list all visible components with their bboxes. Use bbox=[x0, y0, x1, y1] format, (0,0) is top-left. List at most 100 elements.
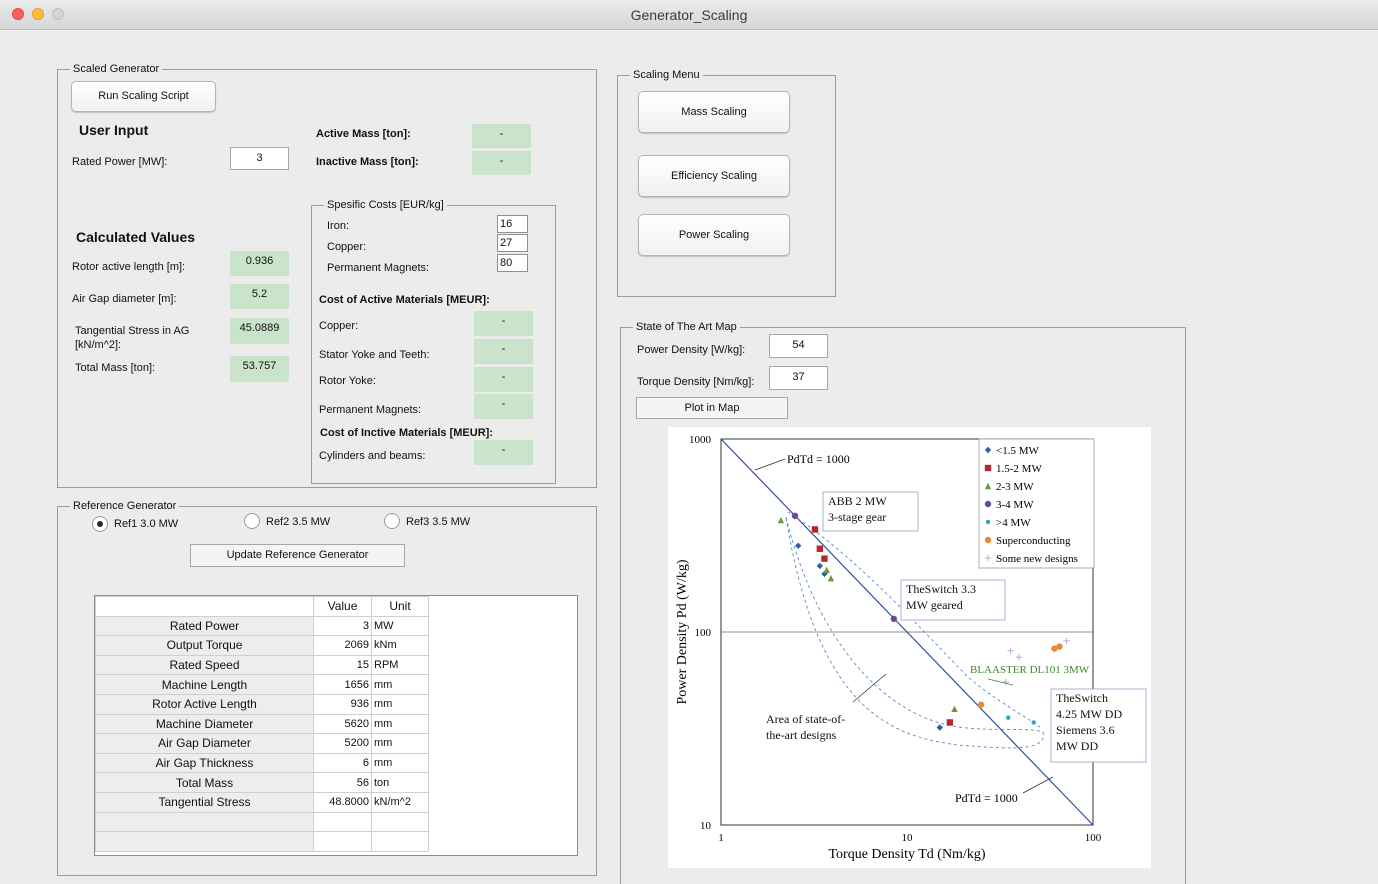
run-scaling-script-button[interactable]: Run Scaling Script bbox=[71, 81, 216, 112]
row-value-cell[interactable]: 48.8000 bbox=[313, 791, 372, 813]
scaling-menu-panel: Scaling Menu bbox=[617, 68, 836, 297]
power-scaling-button[interactable]: Power Scaling bbox=[638, 214, 790, 256]
row-unit-cell[interactable]: kNm bbox=[371, 635, 429, 656]
plot-in-map-button[interactable]: Plot in Map bbox=[636, 397, 788, 419]
row-name-cell: Machine Diameter bbox=[95, 713, 314, 735]
table-row[interactable]: Rated Power 3 MW bbox=[95, 615, 429, 637]
annotation-abb: 3-stage gear bbox=[828, 510, 886, 524]
pm-cost-input[interactable]: 80 bbox=[497, 254, 528, 272]
power-density-input[interactable]: 54 bbox=[769, 334, 828, 358]
window-title: Generator_Scaling bbox=[630, 7, 748, 23]
row-value-cell[interactable] bbox=[313, 831, 372, 852]
update-reference-button[interactable]: Update Reference Generator bbox=[190, 544, 405, 567]
ref2-radio[interactable] bbox=[244, 513, 260, 529]
active-pm-value: - bbox=[474, 394, 533, 419]
table-corner bbox=[95, 596, 314, 617]
torque-density-input[interactable]: 37 bbox=[769, 366, 828, 390]
y-axis-label: Power Density Pd (W/kg) bbox=[675, 559, 690, 704]
ref3-radio[interactable] bbox=[384, 513, 400, 529]
row-value-cell[interactable]: 936 bbox=[313, 693, 372, 715]
annotation-theswitch-siemens-box bbox=[1050, 688, 1147, 763]
efficiency-scaling-button[interactable]: Efficiency Scaling bbox=[638, 155, 790, 197]
active-copper-label: Copper: bbox=[319, 320, 359, 332]
data-point bbox=[823, 566, 830, 574]
rotor-yoke-label: Rotor Yoke: bbox=[319, 375, 376, 387]
row-unit-cell[interactable]: MW bbox=[371, 615, 429, 637]
mass-scaling-button[interactable]: Mass Scaling bbox=[638, 91, 790, 133]
row-unit-cell[interactable]: mm bbox=[371, 713, 429, 735]
data-point bbox=[816, 562, 824, 570]
ref3-radio-label[interactable]: Ref3 3.5 MW bbox=[406, 516, 471, 528]
table-row[interactable]: Total Mass 56 ton bbox=[95, 772, 429, 793]
row-unit-cell[interactable]: ton bbox=[371, 772, 429, 793]
row-name-cell: Machine Length bbox=[95, 674, 314, 695]
row-value-cell[interactable]: 5620 bbox=[313, 713, 372, 735]
data-point bbox=[984, 464, 992, 472]
y-tick-label: 100 bbox=[695, 627, 712, 639]
legend-entry: 1.5-2 MW bbox=[996, 463, 1042, 475]
row-name-cell: Rated Power bbox=[95, 615, 314, 637]
ref1-radio-label[interactable]: Ref1 3.0 MW bbox=[114, 518, 179, 530]
data-point bbox=[936, 724, 943, 731]
row-unit-cell[interactable]: mm bbox=[371, 693, 429, 715]
inactive-materials-heading: Cost of Inctive Materials [MEUR]: bbox=[320, 427, 493, 439]
row-value-cell[interactable]: 2069 bbox=[313, 635, 372, 656]
table-row[interactable]: Rated Speed 15 RPM bbox=[95, 654, 429, 676]
close-window-button[interactable] bbox=[12, 8, 24, 20]
reference-line-label: PdTd = 1000 bbox=[955, 791, 1018, 805]
table-row[interactable]: Machine Length 1656 mm bbox=[95, 674, 429, 695]
row-value-cell[interactable]: 5200 bbox=[313, 733, 372, 754]
table-row[interactable] bbox=[95, 811, 429, 833]
power-density-label: Power Density [W/kg]: bbox=[637, 344, 746, 356]
row-value-cell[interactable]: 6 bbox=[313, 752, 372, 774]
annotation-theswitch-geared: TheSwitch 3.3 bbox=[906, 582, 976, 596]
rotor-length-label: Rotor active length [m]: bbox=[72, 261, 186, 273]
row-name-cell bbox=[95, 831, 314, 852]
column-header-unit: Unit bbox=[371, 596, 429, 617]
column-header-value: Value bbox=[313, 596, 372, 617]
active-copper-value: - bbox=[474, 311, 533, 336]
row-value-cell[interactable]: 56 bbox=[313, 772, 372, 793]
annotation-theswitch-siemens: TheSwitch bbox=[1056, 691, 1108, 705]
x-tick-label: 100 bbox=[1085, 832, 1102, 844]
data-point bbox=[1056, 643, 1063, 650]
table-row[interactable] bbox=[95, 831, 429, 852]
row-unit-cell[interactable] bbox=[371, 831, 429, 852]
row-unit-cell[interactable]: mm bbox=[371, 733, 429, 754]
annotation-blaaster: BLAASTER DL101 3MW bbox=[970, 664, 1090, 676]
panel-title: Scaled Generator bbox=[70, 62, 163, 76]
table-row[interactable]: Tangential Stress 48.8000 kN/m^2 bbox=[95, 791, 429, 813]
annotation-arrow bbox=[852, 673, 887, 703]
table-row[interactable]: Rotor Active Length 936 mm bbox=[95, 693, 429, 715]
table-row[interactable]: Machine Diameter 5620 mm bbox=[95, 713, 429, 735]
row-unit-cell[interactable]: mm bbox=[371, 752, 429, 774]
row-value-cell[interactable]: 3 bbox=[313, 615, 372, 637]
row-value-cell[interactable] bbox=[313, 811, 372, 833]
row-unit-cell[interactable] bbox=[371, 811, 429, 833]
iron-cost-input[interactable]: 16 bbox=[497, 215, 528, 233]
table-row[interactable]: Output Torque 2069 kNm bbox=[95, 635, 429, 656]
air-gap-value: 5.2 bbox=[230, 284, 289, 309]
stator-yoke-label: Stator Yoke and Teeth: bbox=[319, 349, 430, 361]
legend-entry: Some new designs bbox=[996, 553, 1078, 565]
data-point bbox=[946, 719, 954, 726]
table-row[interactable]: Air Gap Diameter 5200 mm bbox=[95, 733, 429, 754]
row-value-cell[interactable]: 15 bbox=[313, 654, 372, 676]
data-point bbox=[1031, 720, 1036, 725]
ref1-radio[interactable] bbox=[92, 516, 108, 532]
minimize-window-button[interactable] bbox=[32, 8, 44, 20]
air-gap-label: Air Gap diameter [m]: bbox=[72, 293, 177, 305]
rated-power-input[interactable]: 3 bbox=[230, 147, 289, 170]
data-point bbox=[985, 519, 991, 525]
ref2-radio-label[interactable]: Ref2 3.5 MW bbox=[266, 516, 331, 528]
panel-title: Scaling Menu bbox=[630, 68, 703, 82]
row-unit-cell[interactable]: kN/m^2 bbox=[371, 791, 429, 813]
row-unit-cell[interactable]: mm bbox=[371, 674, 429, 695]
table-row[interactable]: Air Gap Thickness 6 mm bbox=[95, 752, 429, 774]
iron-cost-label: Iron: bbox=[327, 220, 350, 232]
row-value-cell[interactable]: 1656 bbox=[313, 674, 372, 695]
copper-cost-input[interactable]: 27 bbox=[497, 234, 528, 252]
maximize-window-button[interactable] bbox=[52, 8, 64, 20]
scaled-generator-panel: Scaled Generator bbox=[57, 62, 597, 488]
row-unit-cell[interactable]: RPM bbox=[371, 654, 429, 676]
